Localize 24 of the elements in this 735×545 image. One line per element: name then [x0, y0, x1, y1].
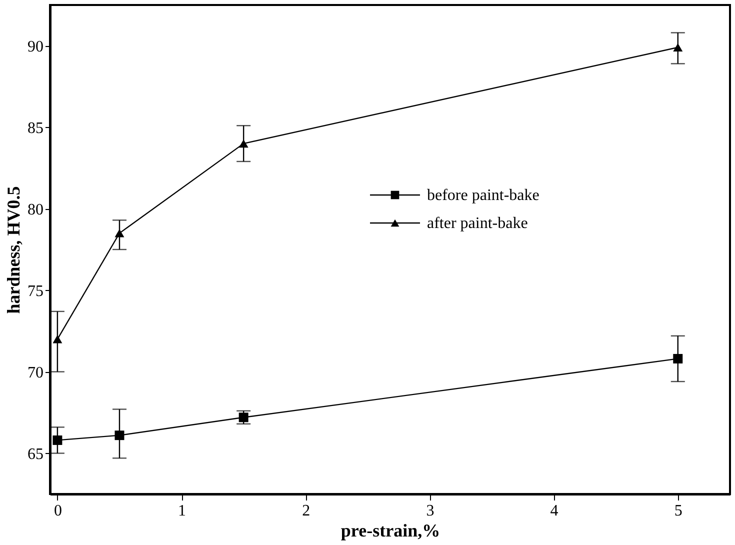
x-tick-label: 1: [178, 502, 186, 520]
point: [238, 412, 248, 422]
point: [238, 139, 248, 148]
legend-label: after paint-bake: [427, 215, 528, 232]
y-tick-label: 80: [28, 201, 44, 218]
legend-label: before paint-bake: [427, 187, 540, 204]
x-tick-label: 3: [426, 502, 434, 520]
point: [52, 335, 62, 344]
point: [114, 430, 124, 440]
x-tick-label: 0: [54, 502, 62, 520]
y-tick-label: 70: [28, 364, 44, 382]
x-tick-label: 2: [302, 502, 310, 520]
point: [52, 435, 62, 445]
x-tick-label: 5: [674, 502, 682, 520]
point: [673, 43, 683, 52]
x-tick-label: 4: [550, 502, 558, 520]
y-tick-label: 75: [28, 282, 44, 300]
x-axis-title: pre-strain,%: [340, 520, 440, 540]
point: [114, 229, 124, 238]
y-axis-title: hardness, HV0.5: [4, 186, 24, 314]
point: [673, 354, 683, 364]
y-tick-label: 85: [28, 120, 44, 137]
y-tick-label: 90: [28, 38, 44, 56]
y-tick-label: 65: [28, 446, 44, 463]
